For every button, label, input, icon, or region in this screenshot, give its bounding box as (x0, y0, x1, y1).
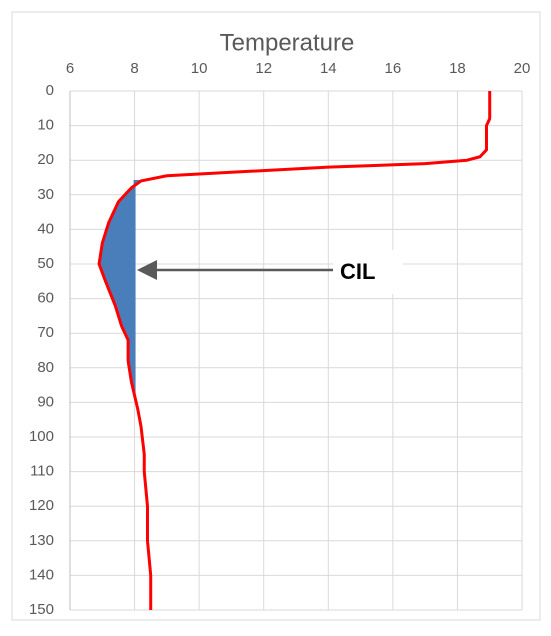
y-tick-label: 110 (30, 463, 54, 480)
x-tick-label: 16 (385, 60, 402, 77)
cil-label: CIL (340, 259, 375, 284)
x-tick-label: 14 (320, 60, 337, 77)
y-tick-label: 130 (29, 532, 54, 549)
x-axis-title: Temperature (220, 29, 355, 56)
x-tick-label: 12 (255, 60, 272, 77)
cil-label-box (333, 250, 403, 294)
x-tick-label: 10 (191, 60, 208, 77)
y-tick-label: 150 (29, 601, 54, 618)
y-tick-label: 120 (29, 497, 54, 514)
y-tick-label: 60 (37, 290, 54, 307)
y-tick-label: 90 (37, 393, 54, 410)
x-tick-label: 6 (66, 60, 74, 77)
x-tick-label: 8 (130, 60, 138, 77)
temperature-line (97, 91, 492, 610)
x-tick-label: 20 (514, 60, 531, 77)
y-tick-label: 70 (37, 324, 54, 341)
y-tick-label: 100 (29, 428, 54, 445)
y-tick-label: 140 (29, 566, 54, 583)
x-tick-label: 18 (449, 60, 466, 77)
y-tick-label: 30 (37, 186, 54, 203)
y-tick-label: 50 (37, 255, 54, 272)
chart-frame (11, 11, 541, 621)
y-tick-label: 80 (37, 359, 54, 376)
y-tick-label: 10 (37, 117, 54, 134)
y-tick-label: 20 (37, 151, 54, 168)
y-tick-label: 0 (46, 82, 54, 99)
y-tick-label: 40 (37, 220, 54, 237)
